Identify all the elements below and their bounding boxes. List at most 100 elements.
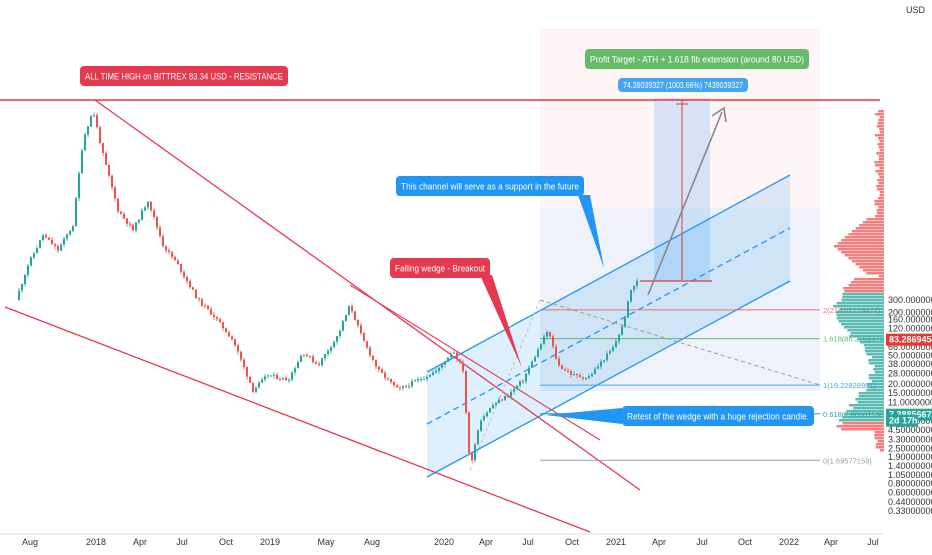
candle-body bbox=[54, 244, 56, 246]
volume-profile-bar bbox=[864, 347, 884, 350]
volume-profile-bar bbox=[878, 146, 884, 149]
y-tick-label: 2.50000000 bbox=[888, 443, 932, 453]
y-axis-panel bbox=[884, 0, 932, 534]
candle-body bbox=[51, 239, 53, 245]
candle-body bbox=[462, 362, 464, 372]
candle-body bbox=[603, 360, 605, 362]
volume-profile-bar bbox=[867, 383, 884, 386]
candle-body bbox=[471, 452, 473, 461]
candle-body bbox=[213, 314, 215, 318]
volume-profile-bar bbox=[855, 398, 884, 401]
x-tick-label: 2022 bbox=[779, 537, 799, 547]
candle-body bbox=[183, 271, 185, 277]
x-tick-label: 2020 bbox=[434, 537, 454, 547]
volume-profile-bar bbox=[857, 401, 884, 404]
candle-body bbox=[474, 444, 476, 461]
channel-callout-pointer bbox=[578, 195, 604, 268]
volume-profile-bar bbox=[878, 137, 884, 140]
candle-body bbox=[564, 369, 566, 371]
candle-body bbox=[276, 374, 278, 379]
candle-body bbox=[366, 341, 368, 348]
x-tick-label: Aug bbox=[364, 537, 380, 547]
volume-profile-bar bbox=[876, 125, 884, 128]
candle-body bbox=[45, 235, 47, 238]
candle-body bbox=[372, 355, 374, 360]
retest-callout-pointer bbox=[545, 408, 622, 424]
volume-profile-bar bbox=[875, 164, 884, 167]
candle-body bbox=[339, 330, 341, 336]
candle-body bbox=[609, 351, 611, 354]
volume-profile-bar bbox=[841, 323, 884, 326]
candle-body bbox=[591, 374, 593, 377]
candle-body bbox=[582, 377, 584, 379]
volume-profile-bar bbox=[841, 299, 884, 302]
candle-body bbox=[327, 350, 329, 354]
candle-body bbox=[18, 290, 20, 300]
candle-body bbox=[330, 347, 332, 351]
candle-body bbox=[303, 354, 305, 356]
candle-body bbox=[519, 381, 521, 386]
candle-body bbox=[69, 230, 71, 235]
candle-body bbox=[90, 115, 92, 127]
candle-body bbox=[465, 371, 467, 413]
volume-profile-bar bbox=[843, 287, 884, 290]
candle-body bbox=[417, 379, 419, 381]
candle-body bbox=[288, 380, 290, 381]
candle-body bbox=[534, 357, 536, 362]
candle-body bbox=[231, 336, 233, 340]
candle-body bbox=[528, 367, 530, 374]
volume-profile-bar bbox=[836, 311, 884, 314]
volume-profile-bar bbox=[874, 371, 884, 374]
x-tick-label: Jul bbox=[522, 537, 534, 547]
candles bbox=[18, 112, 638, 463]
candle-body bbox=[192, 287, 194, 290]
candle-body bbox=[543, 336, 545, 345]
candle-body bbox=[291, 372, 293, 380]
volume-profile-bar bbox=[844, 326, 884, 329]
candle-body bbox=[495, 403, 497, 405]
volume-profile-bar bbox=[834, 245, 884, 248]
candle-body bbox=[321, 358, 323, 365]
candle-body bbox=[312, 356, 314, 363]
volume-profile-bar bbox=[874, 203, 884, 206]
x-tick-label: Apr bbox=[479, 537, 493, 547]
volume-profile-bar bbox=[875, 170, 884, 173]
y-tick-label: 1.90000000 bbox=[888, 452, 932, 462]
volume-profile-bar bbox=[878, 173, 884, 176]
volume-profile-bar bbox=[878, 158, 884, 161]
annotation-text: Retest of the wedge with a huge rejectio… bbox=[627, 411, 809, 422]
volume-profile-bar bbox=[836, 314, 884, 317]
candle-body bbox=[72, 226, 74, 231]
volume-profile-bar bbox=[879, 128, 884, 131]
candle-body bbox=[498, 399, 500, 404]
x-tick-label: Oct bbox=[738, 537, 753, 547]
candle-body bbox=[384, 372, 386, 378]
candle-body bbox=[381, 369, 383, 373]
candle-body bbox=[480, 420, 482, 431]
volume-profile-bar bbox=[874, 134, 884, 137]
volume-profile-bar bbox=[864, 350, 884, 353]
candle-body bbox=[378, 366, 380, 370]
y-tick-label: 1.05000000 bbox=[888, 470, 932, 480]
volume-profile-bar bbox=[853, 407, 884, 410]
candle-body bbox=[576, 374, 578, 375]
candle-body bbox=[414, 380, 416, 382]
volume-profile-bar bbox=[862, 269, 884, 272]
volume-profile-bar bbox=[852, 230, 884, 233]
candle-body bbox=[507, 395, 509, 397]
candle-body bbox=[222, 322, 224, 329]
candle-body bbox=[309, 356, 311, 357]
annotation-text: ALL TIME HIGH on BITTREX 83.34 USD - RES… bbox=[85, 71, 283, 82]
volume-profile-bar bbox=[874, 365, 884, 368]
candle-body bbox=[573, 374, 575, 375]
candle-body bbox=[39, 240, 41, 248]
candle-body bbox=[426, 376, 428, 379]
candle-body bbox=[162, 236, 164, 247]
candle-body bbox=[345, 314, 347, 322]
annotations: ALL TIME HIGH on BITTREX 83.34 USD - RES… bbox=[80, 49, 814, 426]
candle-body bbox=[516, 385, 518, 389]
